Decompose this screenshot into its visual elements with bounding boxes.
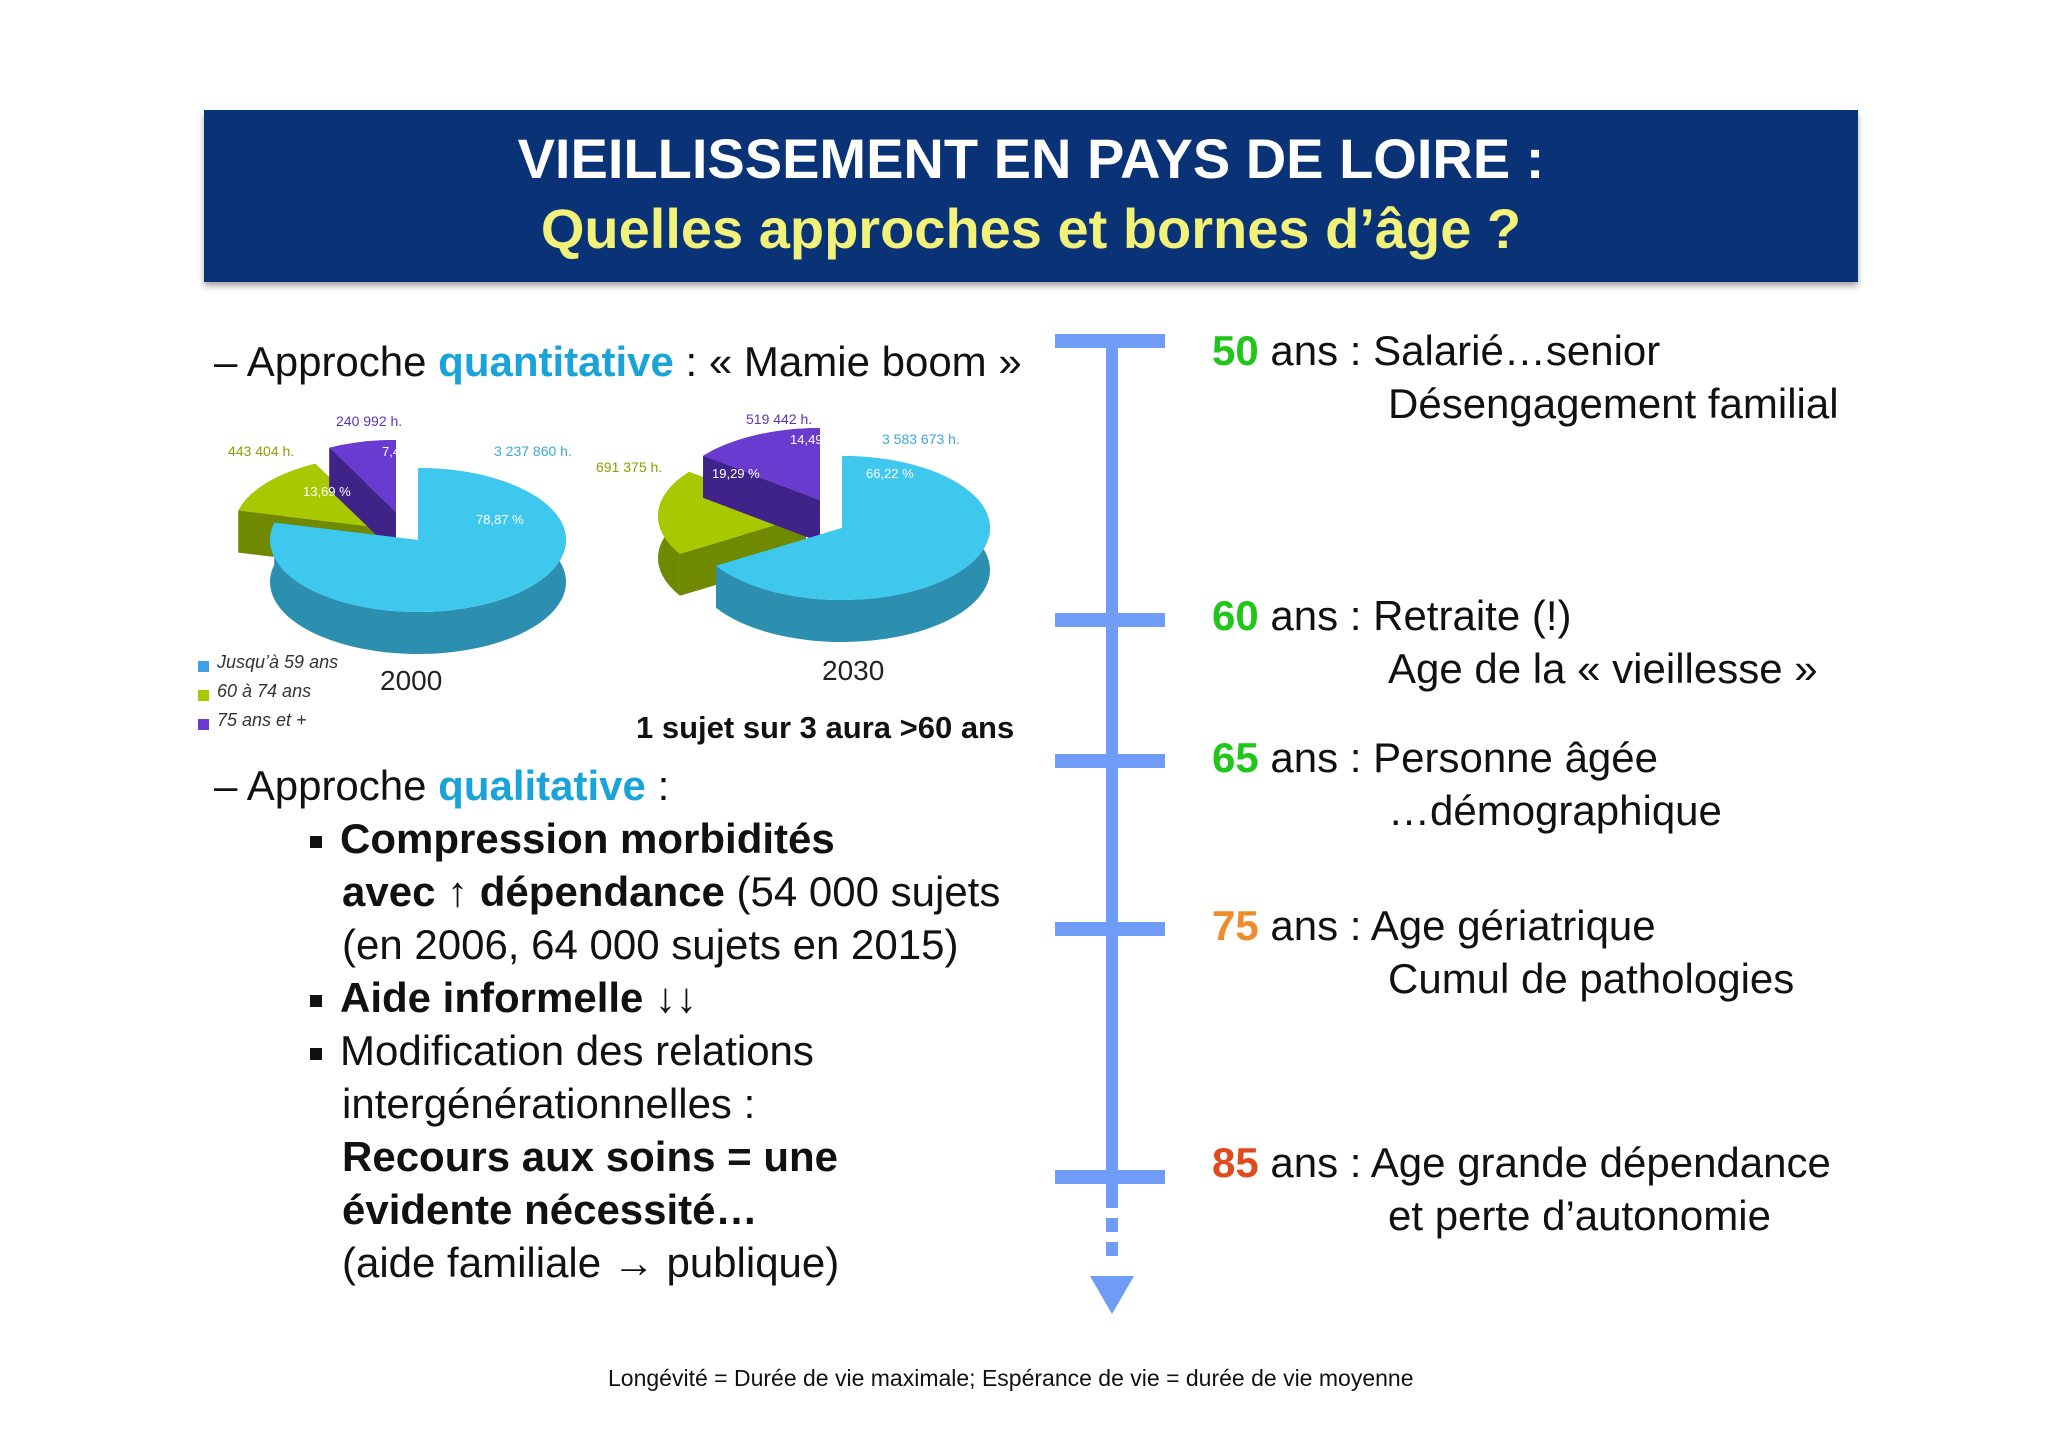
bullet-1-line-1: Compression morbidités (340, 815, 835, 862)
slide-title: VIEILLISSEMENT EN PAYS DE LOIRE : (517, 127, 1545, 190)
bullet-2-text: Aide informelle ↓↓ (340, 974, 698, 1021)
legend-swatch-60-74 (198, 690, 209, 701)
pie-2000-count-label-0: 3 237 860 h. (494, 443, 572, 459)
axis-tick-85 (1055, 1170, 1165, 1184)
quant-keyword: quantitative (438, 338, 674, 385)
age-row-75: 75 ans : Age gériatrique (1212, 902, 1656, 950)
slide-subtitle: Quelles approches et bornes d’âge ? (540, 197, 1522, 260)
age-label-50: ans : Salarié…senior (1258, 327, 1661, 374)
pie-2030-slice-0 (715, 456, 990, 600)
qual-suffix: : (645, 762, 670, 809)
axis-tick-65 (1055, 754, 1165, 768)
footnote: Longévité = Durée de vie maximale; Espér… (608, 1365, 1414, 1391)
bullet-1-line-2: avec ↑ dépendance (54 000 sujets (342, 868, 1000, 916)
age-number-60: 60 (1212, 592, 1259, 639)
title-banner: VIEILLISSEMENT EN PAYS DE LOIRE : Quelle… (204, 110, 1858, 282)
bullet-1-line-2-bold: avec ↑ dépendance (342, 868, 725, 915)
pie-2000-slice-0 (270, 468, 566, 612)
age-timeline-axis (1055, 334, 1165, 1314)
legend-swatch-75 (198, 719, 209, 730)
age-number-85: 85 (1212, 1139, 1259, 1186)
pie-2000-percent-label-0: 78,87 % (476, 512, 524, 527)
pie-charts: 78,87 % 3 237 860 h. 13,69 % 443 404 h. 7,44… (228, 411, 991, 654)
bullet-1-line-3: (en 2006, 64 000 sujets en 2015) (342, 921, 959, 968)
age-number-75: 75 (1212, 902, 1259, 949)
bullet-3-line-4: évidente nécessité… (342, 1186, 758, 1233)
quant-prefix: – Approche (214, 338, 439, 385)
pie-2030-percent-label-1: 19,29 % (712, 466, 760, 481)
bullet-1-line-2-rest: (54 000 sujets (724, 868, 1001, 915)
pie-2000-slice-1 (238, 463, 382, 528)
age-desc-60: Age de la « vieillesse » (1388, 645, 1818, 692)
age-desc-85: et perte d’autonomie (1388, 1192, 1771, 1239)
age-label-75: ans : Age gériatrique (1258, 902, 1656, 949)
quant-suffix: : « Mamie boom » (673, 338, 1022, 385)
pie-2030-slice-2 (703, 428, 820, 500)
age-label-85: ans : Age grande dépendance (1258, 1139, 1831, 1186)
bullet-3-line-5: (aide familiale → publique) (342, 1239, 840, 1286)
pie-2000-slice-2-wall-a (329, 447, 396, 554)
age-number-65: 65 (1212, 734, 1259, 781)
pie-2030-count-label-1: 691 375 h. (596, 459, 662, 475)
bullet-3-line-2: intergénérationnelles : (342, 1080, 756, 1127)
pie-year-2030: 2030 (822, 655, 885, 686)
qual-keyword: qualitative (438, 762, 646, 809)
legend-label-60-74: 60 à 74 ans (217, 681, 312, 701)
age-row-85: 85 ans : Age grande dépendance (1212, 1139, 1831, 1187)
bullet-3 (310, 1048, 322, 1060)
bullet-3-line-3: Recours aux soins = une (342, 1133, 839, 1180)
pie-2030-count-label-2: 519 442 h. (746, 411, 812, 427)
age-desc-50: Désengagement familial (1388, 380, 1839, 427)
pie-year-2000: 2000 (380, 665, 443, 696)
axis-tick-60 (1055, 613, 1165, 627)
pie-2030-count-label-0: 3 583 673 h. (882, 431, 960, 447)
bullet-3-line-1: Modification des relations (340, 1027, 814, 1074)
age-desc-65: …démographique (1388, 787, 1722, 834)
pie-2030-percent-label-0: 66,22 % (866, 466, 914, 481)
pie-2000-count-label-1: 443 404 h. (228, 443, 294, 459)
axis-dash-1 (1106, 1194, 1118, 1208)
age-row-60: 60 ans : Retraite (!) (1212, 592, 1571, 640)
qualitative-heading: – Approche qualitative : (214, 762, 669, 810)
qual-prefix: – Approche (214, 762, 439, 809)
bullet-2 (310, 995, 322, 1007)
legend-swatch-under60 (198, 661, 209, 672)
axis-tick-50 (1055, 334, 1165, 348)
bullet-1 (310, 836, 322, 848)
pie-2030-slice-2-wall-a (703, 455, 820, 542)
pie-2000-percent-label-2: 7,44 % (382, 444, 423, 459)
age-number-50: 50 (1212, 327, 1259, 374)
axis-dash-3 (1106, 1242, 1118, 1256)
age-row-50: 50 ans : Salarié…senior (1212, 327, 1660, 375)
legend-label-under60: Jusqu’à 59 ans (217, 652, 339, 672)
axis-arrow-head (1090, 1276, 1134, 1314)
axis-dash-2 (1106, 1218, 1118, 1232)
pie-2030-slice-1 (658, 471, 806, 554)
legend-label-75: 75 ans et + (217, 710, 307, 730)
pie-2000-percent-label-1: 13,69 % (303, 484, 351, 499)
quantitative-heading: – Approche quantitative : « Mamie boom » (214, 338, 1022, 386)
age-desc-75: Cumul de pathologies (1388, 955, 1795, 1002)
age-label-65: ans : Personne âgée (1258, 734, 1659, 781)
pie-2000-slice-2 (329, 440, 396, 512)
pie-2000-count-label-2: 240 992 h. (336, 413, 402, 429)
age-label-60: ans : Retraite (!) (1258, 592, 1572, 639)
pie-caption: 1 sujet sur 3 aura >60 ans (636, 710, 1015, 745)
pie-2030-percent-label-2: 14,49 % (790, 432, 838, 447)
axis-tick-75 (1055, 922, 1165, 936)
age-row-65: 65 ans : Personne âgée (1212, 734, 1658, 782)
